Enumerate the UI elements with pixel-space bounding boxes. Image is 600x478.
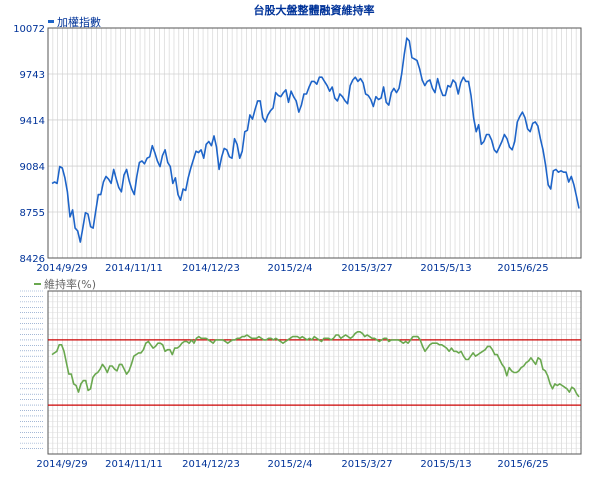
margin-x-tick-label: 2015/5/13 bbox=[420, 459, 471, 470]
margin-x-tick-label: 2014/11/11 bbox=[105, 459, 163, 470]
index-x-tick-label: 2014/11/11 bbox=[105, 263, 163, 274]
index-x-tick-label: 2015/3/27 bbox=[341, 263, 392, 274]
index-y-axis: 10072 9743 9414 9084 8755 8426 bbox=[13, 24, 45, 265]
index-series-line bbox=[51, 37, 580, 243]
index-y-tick-label: 10072 bbox=[13, 24, 45, 35]
index-x-tick-label: 2014/9/29 bbox=[36, 263, 87, 274]
margin-reference-lines bbox=[48, 339, 581, 406]
margin-plot-frame bbox=[47, 290, 582, 455]
index-legend: 加權指數 bbox=[48, 15, 101, 29]
index-plot-frame bbox=[47, 27, 582, 259]
index-y-tick-label: 9084 bbox=[20, 162, 45, 173]
margin-legend: 維持率(%) bbox=[34, 277, 96, 291]
index-legend-swatch bbox=[48, 20, 54, 23]
index-x-tick-label: 2015/2/4 bbox=[268, 263, 313, 274]
index-y-tick-label: 8755 bbox=[20, 208, 45, 219]
margin-x-axis: 2014/9/29 2014/11/11 2014/12/23 2015/2/4 201… bbox=[36, 459, 548, 470]
index-series bbox=[51, 37, 580, 243]
index-x-tick-label: 2015/5/13 bbox=[420, 263, 471, 274]
chart-title: 台股大盤整體融資維持率 bbox=[254, 3, 375, 17]
margin-y-axis bbox=[20, 290, 44, 449]
index-x-tick-label: 2014/12/23 bbox=[182, 263, 240, 274]
margin-legend-label: 維持率(%) bbox=[44, 277, 96, 291]
margin-x-tick-label: 2015/6/25 bbox=[497, 459, 548, 470]
index-legend-label: 加權指數 bbox=[57, 15, 101, 29]
margin-x-tick-label: 2014/9/29 bbox=[36, 459, 87, 470]
index-y-tick-label: 8426 bbox=[20, 254, 45, 265]
index-grid bbox=[48, 27, 581, 259]
margin-x-tick-label: 2015/3/27 bbox=[341, 459, 392, 470]
margin-legend-swatch bbox=[34, 283, 41, 285]
margin-x-tick-label: 2015/2/4 bbox=[268, 459, 313, 470]
index-y-tick-label: 9743 bbox=[20, 70, 45, 81]
index-y-tick-label: 9414 bbox=[20, 116, 45, 127]
margin-series bbox=[51, 330, 580, 398]
index-x-axis: 2014/9/29 2014/11/11 2014/12/23 2015/2/4 201… bbox=[36, 263, 548, 274]
margin-x-tick-label: 2014/12/23 bbox=[182, 459, 240, 470]
index-x-tick-label: 2015/6/25 bbox=[497, 263, 548, 274]
margin-series-line bbox=[51, 330, 580, 398]
